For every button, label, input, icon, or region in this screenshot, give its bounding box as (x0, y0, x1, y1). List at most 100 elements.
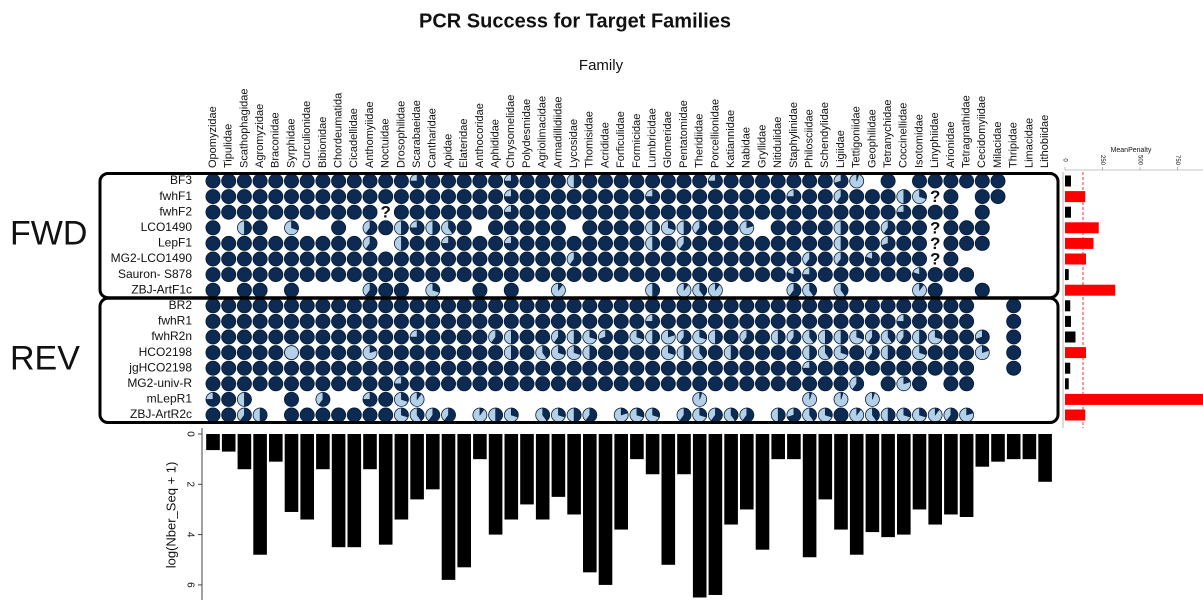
pie-cell (284, 360, 299, 376)
pie-cell (284, 173, 299, 189)
y-tick-label: 4 (184, 532, 195, 538)
pie-cell (425, 251, 441, 267)
pie-cell (205, 313, 221, 329)
pie-cell (723, 313, 739, 329)
pie-cell (864, 267, 880, 283)
pie-cell (770, 173, 786, 189)
family-label: Formicidae (631, 114, 643, 168)
pie-cell (519, 189, 535, 205)
primer-label: LepF1 (158, 236, 192, 250)
bar (692, 434, 707, 598)
pie-cell (959, 298, 975, 314)
pie-cell (786, 204, 802, 220)
pie-cell (943, 345, 959, 361)
pie-cell (959, 313, 975, 329)
pie-cell (836, 189, 849, 204)
bar (1065, 409, 1086, 421)
family-label: Anthocoridae (474, 103, 486, 168)
family-label: Thripidae (1008, 122, 1020, 168)
pie-cell (378, 267, 394, 283)
pie-cell (692, 267, 708, 283)
bar (284, 434, 299, 512)
pie-cell (959, 329, 975, 345)
pie-cell (416, 392, 422, 401)
bar (1065, 393, 1203, 405)
pie-cell (236, 267, 252, 283)
pie-cell (786, 189, 802, 204)
pie-cell (519, 298, 535, 314)
pie-cell (582, 267, 598, 283)
pie-cell (582, 220, 598, 236)
pie-cell (896, 267, 912, 283)
pie-cell (620, 407, 629, 416)
pie-cell (346, 360, 362, 376)
pie-cell (432, 282, 441, 293)
pie-cell (268, 251, 284, 267)
pie-cell (425, 189, 441, 205)
bar (394, 434, 409, 520)
pie-cell (802, 313, 818, 329)
pie-cell (409, 220, 425, 236)
pie-cell (840, 345, 849, 356)
pie-cell (441, 236, 456, 251)
bar (1038, 434, 1052, 482)
family-label: Ligiidae (835, 130, 847, 168)
pie-cell (786, 313, 802, 329)
pie-cell (652, 282, 660, 298)
pie-cell (676, 298, 692, 314)
pie-cell (912, 313, 927, 329)
pie-cell (912, 204, 927, 220)
pie-cell (613, 220, 629, 236)
pie-cell (867, 345, 880, 360)
y-tick-label: 2 (184, 482, 195, 488)
pie-cell (692, 376, 708, 392)
pie-cell (503, 313, 519, 329)
pie-cell (491, 329, 503, 345)
pie-cell (1006, 298, 1022, 314)
pie-cell (299, 267, 315, 283)
pie-cell (692, 173, 708, 189)
pie-cell (236, 251, 252, 267)
pie-cell (645, 173, 661, 189)
pie-cell (401, 407, 409, 418)
pie-cell (378, 329, 394, 345)
pie-cell (284, 267, 299, 283)
pie-cell (284, 313, 299, 329)
pie-cell (660, 173, 676, 189)
pie-cell (378, 220, 394, 236)
pie-cell (299, 173, 315, 189)
family-label: Chrysomelidae (505, 95, 517, 168)
pie-cell (488, 173, 504, 189)
pie-cell (660, 235, 676, 251)
pie-cell (550, 298, 566, 314)
pie-cell (315, 329, 331, 345)
pie-cell (598, 189, 613, 205)
pie-cell (809, 407, 817, 422)
family-label: Noctuidae (380, 118, 392, 168)
family-label: Schendylidae (819, 102, 831, 168)
pie-cell (291, 220, 299, 231)
pie-cell (550, 376, 566, 392)
pie-cell (849, 345, 865, 361)
pie-cell (425, 204, 441, 220)
pie-cell (252, 282, 268, 298)
pie-cell (739, 251, 755, 267)
pie-cell (221, 235, 237, 251)
pie-cell (1006, 329, 1022, 345)
pie-cell (472, 360, 488, 376)
pie-cell (613, 329, 629, 345)
pie-cell (456, 298, 472, 314)
pie-cell (519, 376, 535, 392)
pie-cell (660, 204, 676, 220)
pie-cell (441, 376, 456, 392)
family-label: Glomeridae (662, 111, 674, 168)
pie-cell (809, 282, 817, 297)
pie-cell (927, 345, 943, 361)
pie-cell (244, 220, 252, 236)
pie-cell (692, 298, 708, 314)
pie-cell (699, 282, 707, 297)
family-label: Philosciidae (804, 109, 816, 168)
pie-cell (974, 173, 990, 189)
pie-cell (299, 407, 315, 423)
pie-cell (660, 376, 676, 392)
